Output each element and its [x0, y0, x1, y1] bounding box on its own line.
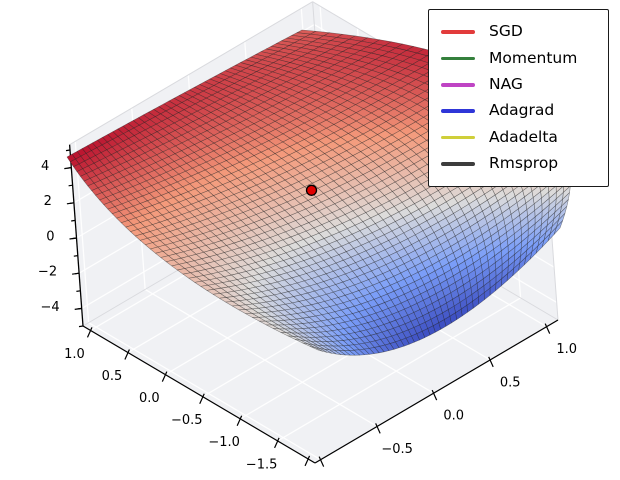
legend-item-sgd: SGD [441, 24, 596, 40]
legend-line-momentum-icon [441, 56, 475, 61]
legend-line-sgd-icon [441, 30, 475, 34]
legend-line-rmsprop-icon [441, 162, 475, 166]
legend-item-adadelta: Adadelta [441, 127, 596, 146]
legend-line-adadelta-icon [441, 135, 475, 140]
legend-item-rmsprop: Rmsprop [441, 156, 596, 172]
legend-line-nag-icon [441, 83, 475, 87]
legend-item-adagrad: Adagrad [441, 103, 596, 119]
legend-label-sgd: SGD [489, 22, 523, 41]
legend-line-adagrad-icon [441, 109, 475, 113]
legend-label-adadelta: Adadelta [489, 127, 558, 146]
legend-label-nag: NAG [489, 75, 523, 94]
legend-label-rmsprop: Rmsprop [489, 154, 559, 173]
legend-item-momentum: Momentum [441, 48, 596, 67]
legend-item-nag: NAG [441, 77, 596, 93]
legend-box: SGD Momentum NAG Adagrad Adadelta Rmspro… [428, 9, 609, 187]
legend-label-momentum: Momentum [489, 48, 578, 67]
legend-label-adagrad: Adagrad [489, 101, 555, 120]
